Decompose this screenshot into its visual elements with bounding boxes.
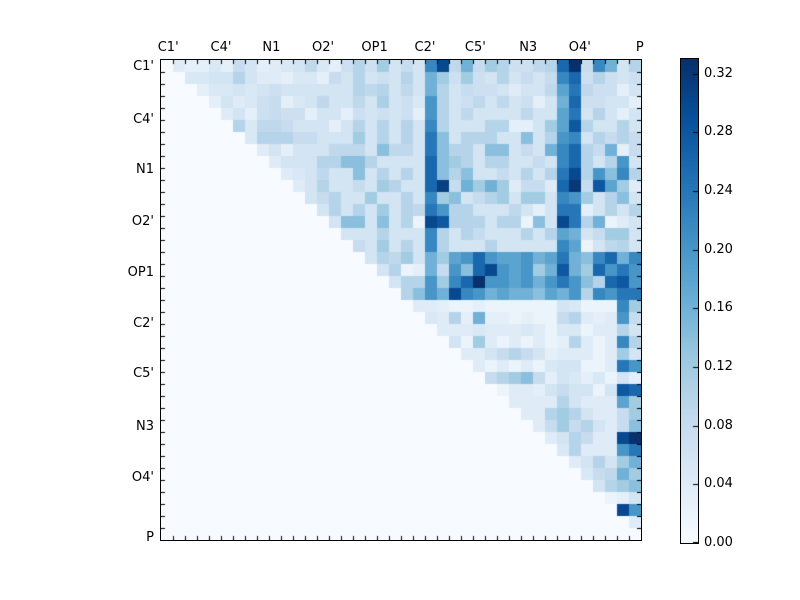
y-tick-label: N3 — [136, 418, 154, 434]
y-tick-label: C4' — [133, 111, 154, 127]
x-tick-label: C5' — [464, 40, 486, 55]
x-tick-label: N3 — [519, 40, 538, 55]
colorbar-canvas — [681, 59, 698, 543]
y-tick-label: C1' — [133, 58, 154, 74]
colorbar-tick-label: 0.16 — [704, 300, 733, 316]
y-tick-label: OP1 — [127, 265, 154, 281]
x-tick-label: C2' — [414, 40, 436, 55]
y-tick-label: C5' — [133, 365, 154, 381]
colorbar-tick-label: 0.28 — [704, 124, 733, 140]
y-tick-label: N1 — [136, 161, 154, 177]
x-tick-label: O2' — [311, 40, 335, 55]
heatmap-canvas — [161, 60, 641, 540]
x-tick-label: C1' — [157, 40, 179, 55]
x-tick-label: C4' — [210, 40, 232, 55]
x-tick-label: O4' — [568, 40, 591, 55]
colorbar — [680, 58, 699, 544]
colorbar-tick-label: 0.04 — [704, 476, 733, 492]
x-tick-label: N1 — [262, 40, 281, 55]
y-tick-label: P — [146, 530, 154, 546]
colorbar-tick-label: 0.32 — [704, 65, 733, 81]
x-tick-label: P — [635, 40, 644, 55]
colorbar-tick-label: 0.08 — [704, 417, 733, 433]
colorbar-tick-label: 0.20 — [704, 241, 733, 257]
colorbar-tick-label: 0.00 — [704, 535, 733, 550]
y-tick-label: O4' — [131, 470, 154, 486]
y-tick-label: O2' — [131, 213, 154, 229]
heatmap-plot — [160, 59, 642, 541]
y-tick-label: C2' — [133, 315, 154, 331]
colorbar-tick-label: 0.12 — [704, 359, 733, 374]
x-tick-label: OP1 — [361, 40, 388, 55]
colorbar-tick-label: 0.24 — [704, 183, 733, 198]
